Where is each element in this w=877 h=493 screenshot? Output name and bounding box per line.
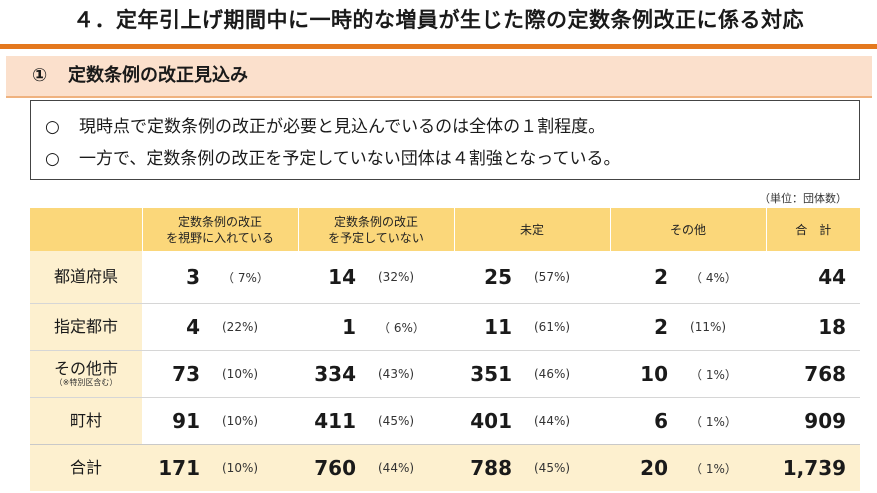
header-total: 合 計 <box>766 208 861 251</box>
header-considering: 定数条例の改正 を視野に入れている <box>142 208 299 251</box>
value-not-planned: 14 <box>328 265 356 289</box>
value-total: 44 <box>818 265 847 289</box>
table-row: 都道府県 3 （ 7%） 14 (32%) 25 (57%) 2 （ 4%） 44 <box>30 251 860 304</box>
row-label: その他市 （※特別区含む） <box>30 350 142 398</box>
section-header: ① 定数条例の改正見込み <box>6 56 872 98</box>
value-undecided: 401 <box>454 397 524 445</box>
value-considering: 91 <box>142 397 212 445</box>
pct-considering: (22%) <box>212 303 298 351</box>
pct-undecided: (61%) <box>524 303 611 351</box>
table-total-row: 合計 171 (10%) 760 (44%) 788 (45%) 20 （ 1%） 1,739 <box>30 444 861 491</box>
value-considering: 73 <box>142 350 212 398</box>
bullet-circle-icon: ○ <box>45 117 60 137</box>
value-other: 2 <box>610 303 681 351</box>
pct-undecided: (46%) <box>524 350 611 398</box>
value-not-planned: 411 <box>298 397 368 445</box>
pct-not-planned: (45%) <box>368 397 454 445</box>
value-total: 768 <box>766 350 861 398</box>
value-not-planned: 334 <box>298 350 368 398</box>
section-title: 定数条例の改正見込み <box>68 65 248 86</box>
header-other: その他 <box>610 208 767 251</box>
pct-not-planned: (43%) <box>368 350 454 398</box>
value-total: 909 <box>766 397 861 445</box>
section-number: ① <box>32 65 48 86</box>
value-undecided: 25 <box>484 265 512 289</box>
bullet-circle-icon: ○ <box>45 149 60 169</box>
pct-other: （ 4%） <box>690 270 737 285</box>
table-row: 町村 91 (10%) 411 (45%) 401 (44%) 6 （ 1%） 909 <box>30 397 861 445</box>
row-label-text: 指定都市 <box>53 317 118 336</box>
row-label-text: その他市 <box>53 359 118 378</box>
pct-considering: （ 7%） <box>222 270 269 285</box>
pct-undecided: (57%) <box>534 270 571 284</box>
value-other: 2 <box>654 265 669 289</box>
value-other: 20 <box>610 444 681 491</box>
summary-text: 一方で、定数条例の改正を予定していない団体は４割強となっている。 <box>79 149 621 169</box>
pct-undecided: (45%) <box>524 444 611 491</box>
value-undecided: 788 <box>454 444 524 491</box>
header-not-planned-l1: 定数条例の改正 <box>333 214 418 229</box>
row-label: 都道府県 <box>30 251 142 304</box>
value-considering: 4 <box>142 303 212 351</box>
header-considering-l2: を視野に入れている <box>166 230 274 245</box>
value-total: 18 <box>766 303 861 351</box>
row-label-text: 町村 <box>69 411 102 430</box>
summary-box: ○ 現時点で定数条例の改正が必要と見込んでいるのは全体の１割程度。 ○ 一方で、定数… <box>30 100 860 180</box>
row-label-note: （※特別区含む） <box>54 378 118 387</box>
header-considering-l1: 定数条例の改正 <box>177 214 262 229</box>
pct-other: (11%) <box>680 303 767 351</box>
summary-line-2: ○ 一方で、定数条例の改正を予定していない団体は４割強となっている。 <box>45 147 620 171</box>
summary-text: 現時点で定数条例の改正が必要と見込んでいるのは全体の１割程度。 <box>79 117 606 137</box>
row-label: 町村 <box>30 397 142 445</box>
value-undecided: 11 <box>454 303 524 351</box>
page-title: ４．定年引上げ期間中に一時的な増員が生じた際の定数条例改正に係る対応 <box>73 8 804 32</box>
value-total: 1,739 <box>766 444 861 491</box>
pct-other: （ 1%） <box>680 444 767 491</box>
value-considering: 171 <box>142 444 212 491</box>
data-table: 定数条例の改正 を視野に入れている 定数条例の改正 を予定していない 未定 その… <box>30 208 861 491</box>
table-row: その他市 （※特別区含む） 73 (10%) 334 (43%) 351 (46%) 10 （ 1… <box>30 350 861 398</box>
row-label: 指定都市 <box>30 303 142 351</box>
header-corner <box>30 208 143 251</box>
row-label-text: 都道府県 <box>53 267 118 286</box>
value-considering: 3 <box>186 265 200 289</box>
value-not-planned: 1 <box>298 303 368 351</box>
pct-considering: (10%) <box>212 444 298 491</box>
value-other: 10 <box>610 350 681 398</box>
header-not-planned-l2: を予定していない <box>328 230 424 245</box>
value-other: 6 <box>610 397 681 445</box>
pct-not-planned: (32%) <box>378 270 415 284</box>
pct-undecided: (44%) <box>524 397 611 445</box>
pct-other: （ 1%） <box>680 350 767 398</box>
unit-note: （単位：団体数） <box>759 192 847 205</box>
pct-considering: (10%) <box>212 397 298 445</box>
title-underline <box>0 44 877 49</box>
value-not-planned: 760 <box>298 444 368 491</box>
row-label-text: 合計 <box>69 458 102 477</box>
header-undecided: 未定 <box>454 208 611 251</box>
pct-other: （ 1%） <box>680 397 767 445</box>
summary-line-1: ○ 現時点で定数条例の改正が必要と見込んでいるのは全体の１割程度。 <box>45 115 605 139</box>
table-header-row: 定数条例の改正 を視野に入れている 定数条例の改正 を予定していない 未定 その… <box>30 208 861 251</box>
pct-considering: (10%) <box>212 350 298 398</box>
pct-not-planned: (44%) <box>368 444 454 491</box>
row-label: 合計 <box>30 444 142 491</box>
value-undecided: 351 <box>454 350 524 398</box>
header-not-planned: 定数条例の改正 を予定していない <box>298 208 455 251</box>
pct-not-planned: （ 6%） <box>368 303 454 351</box>
table-row: 指定都市 4 (22%) 1 （ 6%） 11 (61%) 2 (11%) 18 <box>30 303 861 351</box>
